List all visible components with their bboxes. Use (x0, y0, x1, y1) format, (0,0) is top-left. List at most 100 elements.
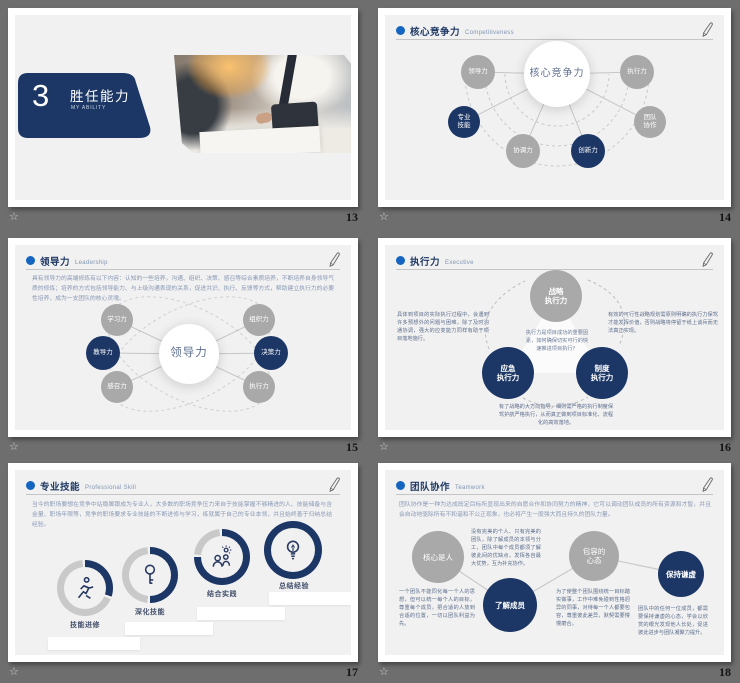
slide-18-canvas: 团队协作 Teamwork 团队协作是一种为达成既定目标所显现出来的自愿合作和协… (385, 470, 724, 655)
title-underline (26, 494, 340, 495)
pen-icon (700, 252, 713, 267)
title-bullet-dot (26, 481, 35, 490)
teamwork-node: 保持谦虚 (658, 551, 704, 597)
star-icon: ☆ (379, 441, 389, 453)
slide-15-canvas: 领导力 Leadership 具有领导力的高端修炼有以下内容：认知的一些培养，沟… (15, 245, 351, 430)
slide-title: 领导力 (40, 256, 71, 268)
stair-step (269, 592, 351, 605)
title-bullet-dot (396, 26, 405, 35)
slide-thumbnail-17: 专业技能 Professional Skill 当今的职场要想在竞争中站稳脚跟成… (8, 463, 358, 662)
slide-thumbnail-13: 3 胜任能力 MY ABILITY (8, 8, 358, 207)
progress-ring (57, 560, 113, 616)
slide-title-bar: 核心竞争力 Competitiveness (396, 21, 713, 37)
slide-title: 专业技能 (40, 481, 81, 493)
section-badge: 3 胜任能力 MY ABILITY (18, 73, 151, 138)
key-icon (144, 564, 156, 584)
slide-14-canvas: 核心竞争力 Competitiveness 领导力 执行力 专业 技能 (385, 15, 724, 200)
slide-title: 核心竞争力 (410, 26, 461, 38)
satellite-circle: 创新力 (571, 134, 605, 168)
teamwork-node: 核心是人 (412, 531, 464, 583)
body-paragraph: 当今的职场要想在竞争中站稳脚跟成为专业人，大多数的职场竞争压力来自于技能掌握不够… (32, 502, 332, 528)
page-number: 15 (346, 440, 358, 454)
slide-title-bar: 团队协作 Teamwork (396, 476, 713, 492)
cover-photo (174, 55, 351, 153)
title-underline (396, 39, 713, 40)
satellite-circle: 组织力 (243, 304, 275, 336)
slide-thumbnail-14: 核心竞争力 Competitiveness 领导力 执行力 专业 技能 (378, 8, 731, 207)
page-number: 18 (719, 665, 731, 679)
slide-title-bar: 领导力 Leadership (26, 251, 340, 267)
teamwork-node: 了解成员 (483, 578, 537, 632)
slide-title-en: Executive (445, 260, 474, 266)
team-idea-icon (212, 545, 232, 567)
stair-step (125, 622, 213, 635)
title-underline (396, 269, 713, 270)
slide-thumbnail-15: 领导力 Leadership 具有领导力的高端修炼有以下内容：认知的一些培养，沟… (8, 238, 358, 437)
satellite-circle: 感召力 (101, 371, 133, 403)
step-label: 结合实践 (207, 591, 237, 598)
ring-hole (64, 567, 106, 609)
title-underline (26, 269, 340, 270)
star-icon: ☆ (9, 666, 19, 678)
star-icon: ☆ (9, 211, 19, 223)
page-number: 13 (346, 210, 358, 224)
pen-icon (327, 252, 340, 267)
triangle-node-right: 制度 执行力 (576, 347, 628, 399)
pen-icon (700, 22, 713, 37)
triangle-node-left: 应急 执行力 (482, 347, 534, 399)
title-bullet-dot (396, 481, 405, 490)
page-number: 16 (719, 440, 731, 454)
triangle-node-top: 战略 执行力 (530, 270, 582, 322)
step-label: 技能进修 (70, 622, 100, 629)
slide-thumbnail-16: 执行力 Executive 战略 执行力 应急 执行力 制度 执行力 执行力是项… (378, 238, 731, 437)
slide-title-en: Professional Skill (85, 485, 137, 491)
satellite-circle: 专业 技能 (448, 106, 480, 138)
slide-title: 团队协作 (410, 481, 451, 493)
section-badge-shape (18, 73, 151, 138)
slide-title-en: Teamwork (455, 485, 485, 491)
photo-paper (199, 125, 321, 153)
right-description: 有效的可行性战略规划需原则明确的执行力保驾才能发挥价值，否则战略将停留于纸上谈兵… (608, 312, 718, 335)
title-underline (396, 494, 713, 495)
slide-13-canvas: 3 胜任能力 MY ABILITY (15, 15, 351, 200)
progress-ring (122, 547, 178, 603)
slide-title: 执行力 (410, 256, 441, 268)
step-label: 深化技能 (135, 609, 165, 616)
satellite-circle: 团队 协作 (634, 106, 666, 138)
progress-ring (264, 521, 322, 579)
satellite-circle: 协调力 (506, 134, 540, 168)
node-description: 为了使整个团队围绕统一目标踏实做事，工作中难免碰到性格迥异的同事，对待每一个人都… (556, 589, 630, 628)
teamwork-node: 包容的 心态 (569, 531, 619, 581)
ring-hole (271, 528, 315, 572)
slide-title-en: Leadership (75, 260, 108, 266)
slide-thumbnail-18: 团队协作 Teamwork 团队协作是一种为达成既定目标所显现出来的自愿合作和协… (378, 463, 731, 662)
stair-step (197, 607, 285, 620)
hub-center-circle: 核心竞争力 (524, 41, 590, 107)
ring-hole (201, 536, 243, 578)
section-title: 胜任能力 (70, 89, 130, 104)
star-icon: ☆ (379, 666, 389, 678)
triangle-and-arrows (484, 279, 625, 407)
left-description: 具体到项目的实际执行过程中，会遇到许多预想外的问题与困难，除了及时沟通协调，强大… (397, 312, 489, 343)
photo-hand (255, 111, 273, 125)
page-number: 17 (346, 665, 358, 679)
body-paragraph: 团队协作是一种为达成既定目标所显现出来的自愿合作和协同努力的精神，它可以调动团队… (399, 502, 711, 518)
progress-ring (194, 529, 250, 585)
satellite-circle: 教导力 (86, 336, 120, 370)
star-icon: ☆ (379, 211, 389, 223)
hub-center-circle: 领导力 (159, 324, 219, 384)
pen-icon (700, 477, 713, 492)
node-description: 一个团队不能同化每一个人的思想，但可以统一每个人的目标，尊重每个成员，把合适的人… (399, 589, 475, 628)
satellite-circle: 领导力 (461, 55, 495, 89)
stair-step (48, 637, 140, 650)
satellite-circle: 决策力 (254, 336, 288, 370)
body-paragraph: 具有领导力的高端修炼有以下内容：认知的一些培养，沟通、组织、决策、感召等综合素质… (32, 276, 334, 302)
node-description: 团队中的任何一位成员，都需要保持谦虚的心态，学会以欣赏的眼光发现他人长处，促进彼… (638, 606, 708, 637)
satellite-circle: 执行力 (243, 371, 275, 403)
page-number: 14 (719, 210, 731, 224)
section-number: 3 (32, 78, 50, 113)
ring-hole (129, 554, 171, 596)
node-description: 没有完美的个人、只有完美的团队，除了解成员的本领与分工，团队中每个成员都须了解彼… (471, 529, 541, 568)
pen-icon (327, 477, 340, 492)
